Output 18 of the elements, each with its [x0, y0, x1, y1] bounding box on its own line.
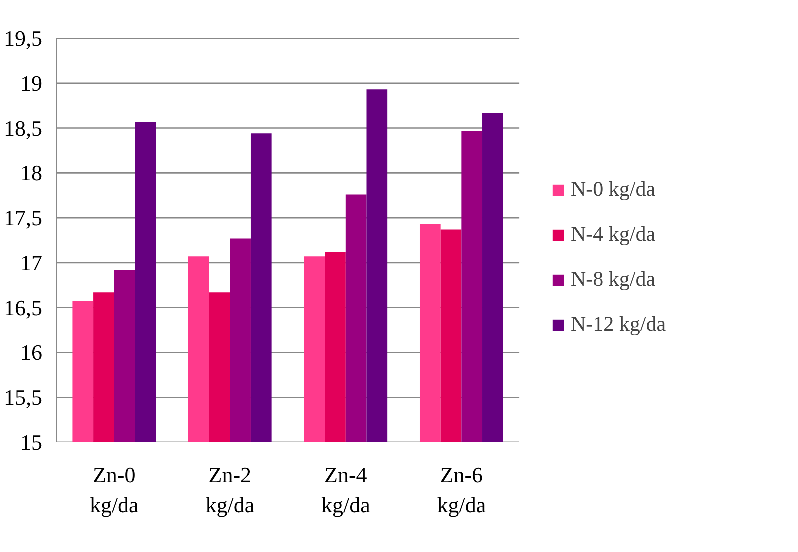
- y-tick-label: 15,5: [4, 385, 42, 410]
- y-tick-label: 17: [20, 250, 42, 276]
- y-tick-label: 19: [20, 70, 42, 96]
- x-tick-label: Zn-6 kg/da: [437, 462, 486, 518]
- x-tick-label: Zn-4 kg/da: [321, 462, 371, 518]
- y-tick-label: 15: [20, 430, 42, 455]
- y-tick-label: 16,5: [4, 295, 42, 320]
- y-tick-label: 19,5: [4, 26, 42, 51]
- y-tick-label: 16: [20, 340, 42, 366]
- x-tick-label: Zn-2 kg/da: [206, 462, 255, 518]
- y-tick-label: 18: [20, 160, 42, 186]
- y-tick-label: 18,5: [4, 116, 42, 141]
- legend-label: N-0 kg/da: [571, 177, 656, 202]
- legend-label: N-8 kg/da: [571, 267, 656, 292]
- legend-label: N-4 kg/da: [571, 222, 656, 247]
- y-tick-label: 17,5: [4, 206, 42, 231]
- legend-label: N-12 kg/da: [571, 312, 666, 337]
- x-tick-label: Zn-0 kg/da: [90, 462, 140, 518]
